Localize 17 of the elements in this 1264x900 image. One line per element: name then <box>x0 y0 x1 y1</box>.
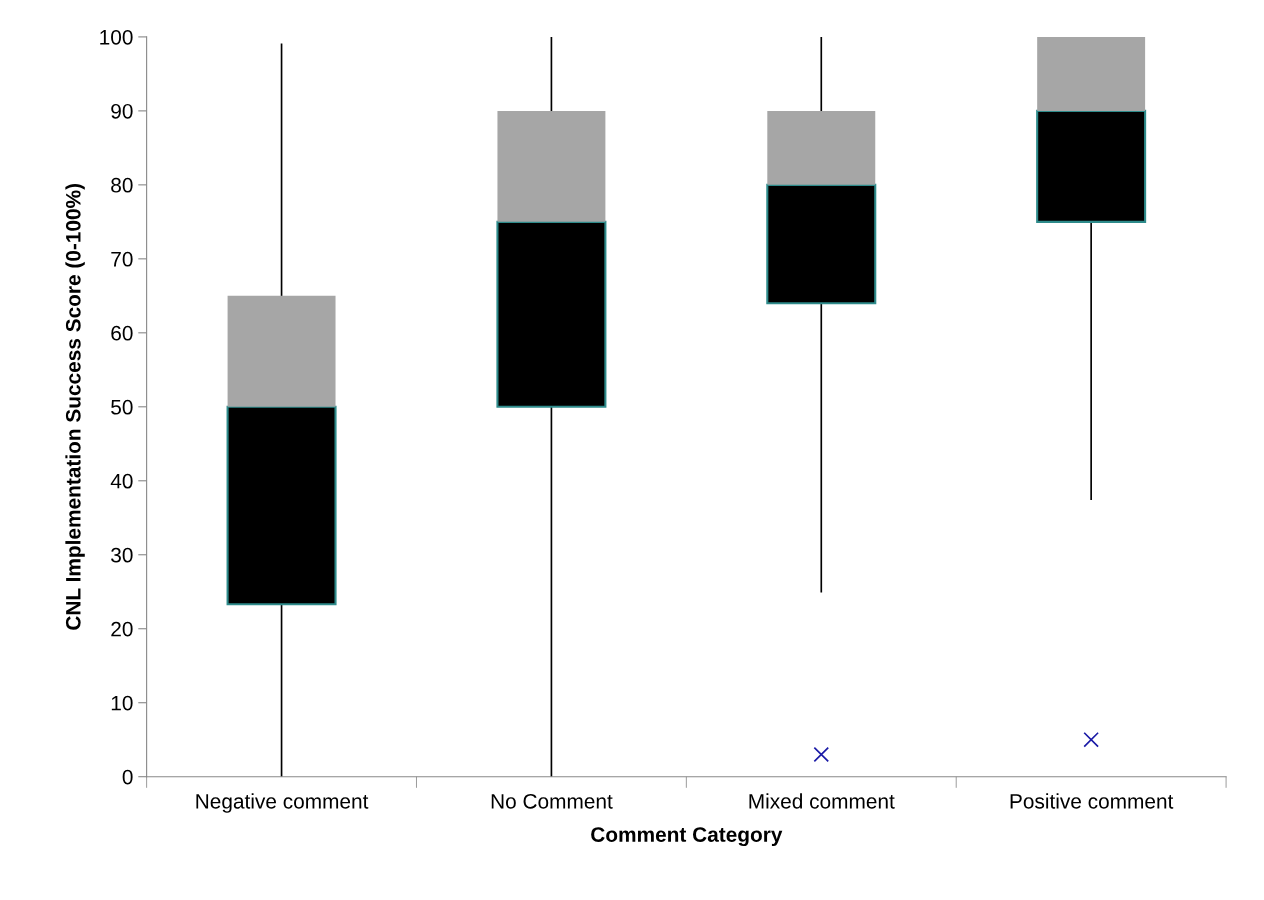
y-tick-label: 40 <box>110 473 133 489</box>
y-tick-label: 80 <box>111 177 133 193</box>
y-axis-title: CNL Implementation Success Score (0-100%) <box>65 183 85 630</box>
x-tick-label: Mixed comment <box>749 793 895 809</box>
y-tick-label: 30 <box>111 547 133 563</box>
y-tick-label: 100 <box>100 29 133 45</box>
y-tick-label: 20 <box>111 621 133 637</box>
y-tick-label: 70 <box>111 251 133 267</box>
y-tick-label: 90 <box>111 103 133 119</box>
x-tick-label: Negative comment <box>196 793 369 813</box>
y-tick-label: 50 <box>111 399 133 415</box>
x-axis-title: Comment Category <box>591 827 783 847</box>
x-tick-label: Positive comment <box>1010 793 1174 809</box>
x-tick-label: No Comment <box>491 793 613 809</box>
y-tick-label: 0 <box>122 769 133 785</box>
y-tick-label: 60 <box>111 325 133 341</box>
y-tick-label: 10 <box>111 695 133 711</box>
